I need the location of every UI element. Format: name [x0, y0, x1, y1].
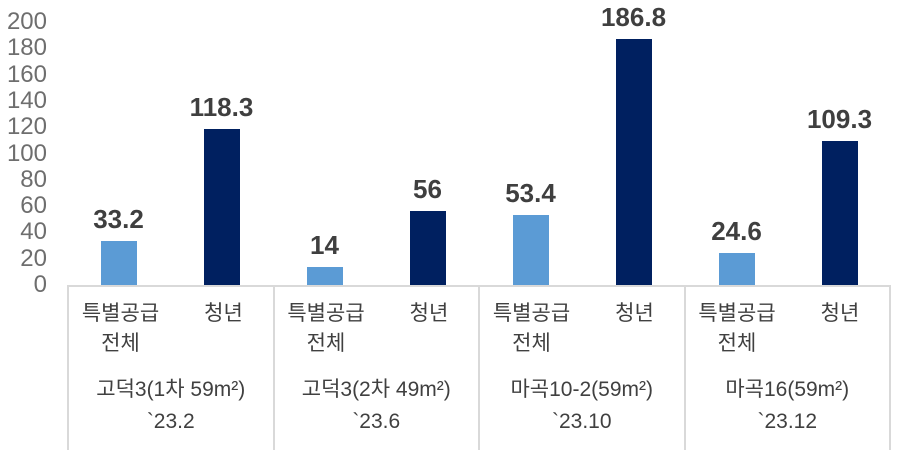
series-axis-label: 청년 [204, 302, 243, 325]
bar-youth [203, 129, 240, 285]
group-period-label: `23.6 [352, 410, 401, 433]
bar-youth [409, 211, 446, 285]
y-tick-label: 0 [33, 271, 47, 298]
plot-area: 33.2 118.3 14 56 53.4 186.8 24.6 109.3 [67, 2, 891, 287]
bar-special-supply [512, 215, 549, 285]
group-name-label: 마곡10-2(59m²) [510, 378, 653, 401]
bar-special-supply [100, 241, 137, 285]
bar-value-label: 109.3 [806, 104, 873, 134]
y-tick-label: 80 [20, 165, 47, 193]
bar-special-supply [718, 253, 755, 285]
y-axis: 200 180 160 140 120 100 80 60 40 20 0 [0, 0, 50, 300]
series-axis-label: 청년 [409, 302, 449, 325]
bar-value-label: 118.3 [189, 92, 254, 122]
y-tick-label: 100 [6, 139, 47, 167]
y-tick-label: 180 [6, 34, 47, 62]
bar-value-label: 53.4 [505, 178, 556, 208]
bar-value-label: 186.8 [600, 2, 667, 32]
group-period-label: `23.2 [146, 410, 195, 433]
group-period-label: `23.10 [551, 410, 612, 433]
y-tick-label: 160 [6, 60, 47, 88]
bar-value-label: 24.6 [711, 216, 762, 246]
y-tick-label: 120 [6, 113, 47, 141]
bar-special-supply [306, 267, 343, 285]
y-tick-label: 40 [20, 218, 47, 246]
series-axis-label: 청년 [615, 302, 654, 325]
bar-value-label: 14 [310, 230, 339, 260]
group-name-label: 마곡16(59m²) [725, 378, 850, 401]
series-axis-label: 특별공급 전체 [698, 302, 776, 355]
group-name-label: 고덕3(2차 49m²) [301, 378, 451, 401]
bar-youth [615, 39, 652, 285]
group-name-label: 고덕3(1차 59m²) [96, 378, 246, 401]
y-tick-label: 200 [6, 8, 47, 35]
series-axis-label: 특별공급 전체 [287, 302, 365, 355]
bar-youth [821, 141, 858, 285]
y-tick-label: 60 [20, 192, 47, 220]
bar-value-label: 56 [413, 174, 442, 204]
series-axis-label: 청년 [820, 302, 860, 325]
group-period-label: `23.12 [757, 410, 818, 433]
bar-value-label: 33.2 [93, 204, 144, 234]
y-tick-label: 140 [6, 86, 47, 114]
series-axis-label: 특별공급 전체 [492, 302, 571, 355]
y-tick-label: 20 [20, 244, 47, 272]
series-axis-label: 특별공급 전체 [81, 302, 160, 355]
